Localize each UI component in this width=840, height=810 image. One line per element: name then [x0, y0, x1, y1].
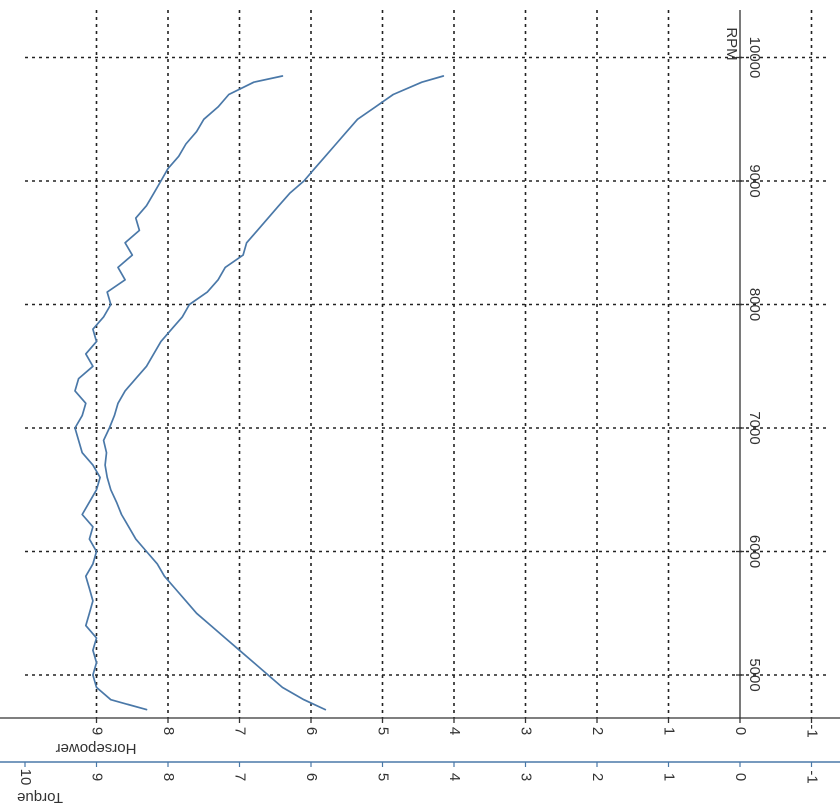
rpm-tick-label-5000: 5000 — [746, 658, 763, 691]
torque-tick-label-5: 5 — [375, 773, 392, 781]
horsepower-tick-label-3: 3 — [518, 727, 535, 735]
horsepower-tick-label-0: 0 — [732, 727, 749, 735]
torque-tick-label-0: 0 — [732, 773, 749, 781]
horsepower-tick-label-1: 1 — [661, 727, 678, 735]
rpm-tick-label-6000: 6000 — [746, 535, 763, 568]
torque-tick-label-6: 6 — [303, 773, 320, 781]
torque-tick-label-3: 3 — [518, 773, 535, 781]
series-lines — [74, 75, 445, 711]
tick-labels: 5000 6000 7000 8000 9000 10000 RPM -1 0 1 2 3 4 5 6 7 8 9… — [17, 27, 821, 806]
grid — [25, 10, 828, 718]
rpm-tick-label-8000: 8000 — [746, 288, 763, 321]
axes — [0, 10, 840, 767]
horsepower-tick-label-9: 9 — [89, 727, 106, 735]
torque-tick-label-9: 9 — [89, 773, 106, 781]
horsepower-tick-label-2: 2 — [589, 727, 606, 735]
torque-tick-label-10: 10 — [17, 769, 34, 786]
horsepower-tick-label-6: 6 — [303, 727, 320, 735]
torque-tick-label-1: 1 — [661, 773, 678, 781]
torque-curve — [74, 75, 284, 711]
torque-axis-title: Torque — [17, 789, 63, 806]
rpm-tick-label-10000: 10000 — [746, 37, 763, 79]
rpm-tick-label-9000: 9000 — [746, 164, 763, 197]
torque-tick-label-4: 4 — [446, 773, 463, 781]
horsepower-tick-label-4: 4 — [446, 727, 463, 735]
horsepower-tick-label-8: 8 — [160, 727, 177, 735]
rpm-axis-title: RPM — [723, 27, 740, 60]
rpm-tick-label-7000: 7000 — [746, 411, 763, 444]
torque-tick-label-8: 8 — [160, 773, 177, 781]
torque-tick-label--1: -1 — [804, 770, 821, 783]
horsepower-curve — [102, 75, 445, 711]
horsepower-axis-title: Horsepower — [56, 740, 137, 757]
horsepower-tick-label-7: 7 — [232, 727, 249, 735]
horsepower-tick-label--1: -1 — [804, 724, 821, 737]
horsepower-tick-label-5: 5 — [375, 727, 392, 735]
torque-tick-label-2: 2 — [589, 773, 606, 781]
torque-tick-label-7: 7 — [232, 773, 249, 781]
